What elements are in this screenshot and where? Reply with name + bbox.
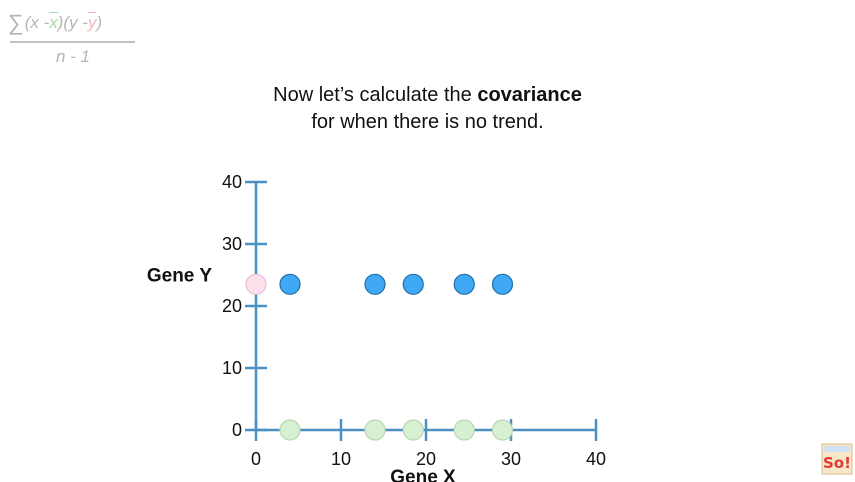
x-projection-point [279, 419, 301, 441]
x-axis-title: Gene X [390, 467, 456, 482]
y-tick-label: 10 [222, 358, 242, 378]
caption: Now let’s calculate the covariance for w… [200, 82, 655, 136]
caption-line-1: Now let’s calculate the covariance [200, 82, 655, 109]
y-axis-title: Gene Y [147, 265, 212, 286]
formula-sigma: ∑ [8, 10, 24, 35]
statquest-logo-icon: So! [821, 443, 853, 475]
x-tick-label: 30 [501, 449, 521, 469]
formula-part: )(y - [57, 13, 88, 32]
data-point [402, 273, 424, 295]
x-tick-label: 40 [586, 449, 606, 469]
y-tick-label: 40 [222, 172, 242, 192]
data-point [279, 273, 301, 295]
x-projection-point [402, 419, 424, 441]
caption-line-1-text: Now let’s calculate the [273, 84, 478, 106]
y-tick-label: 0 [232, 420, 242, 440]
data-point [491, 273, 514, 295]
caption-bold-word: covariance [477, 84, 582, 106]
caption-line-2: for when there is no trend. [311, 111, 544, 133]
data-point [364, 273, 386, 295]
y-tick-label: 30 [222, 234, 242, 254]
logo-text: So! [823, 454, 851, 472]
covariance-formula: ∑ (x - x )(y - y ) n - 1 [8, 10, 138, 67]
formula-part: ) [96, 13, 103, 32]
y-tick-label: 20 [222, 296, 242, 316]
formula-numerator: ∑ (x - x )(y - y ) [8, 10, 138, 36]
x-tick-label: 0 [251, 449, 261, 469]
formula-xbar: x [49, 13, 58, 32]
formula-part: (x - [24, 13, 50, 32]
y-projection-point [245, 273, 267, 295]
formula-ybar: y [87, 13, 97, 32]
x-tick-label: 20 [416, 449, 436, 469]
x-projection-point [453, 419, 475, 441]
x-projection-point [364, 419, 386, 441]
formula-fraction-line [10, 41, 135, 43]
formula-denominator: n - 1 [55, 47, 91, 66]
x-tick-label: 10 [331, 449, 351, 469]
data-point [453, 273, 475, 295]
x-projection-point [491, 419, 514, 441]
